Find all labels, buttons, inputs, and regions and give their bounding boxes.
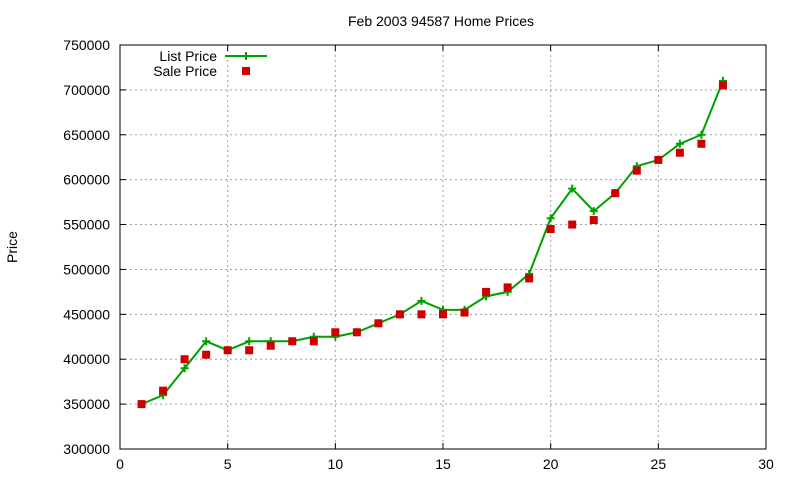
sale-price-point [718,81,727,90]
sale-price-point [309,337,318,346]
y-tick-label: 650000 [63,127,110,143]
x-tick-label: 20 [543,456,559,472]
sale-price-point [439,310,447,319]
x-tick-label: 0 [116,456,124,472]
list-price-point [568,184,577,193]
list-price-point [546,214,555,223]
sale-price-point [395,310,404,319]
sale-price-point [611,189,620,198]
sale-price-point [266,341,275,350]
sale-price-point [568,220,577,229]
legend: List Price Sale Price [153,48,267,79]
sale-price-point [159,386,168,395]
sale-price-point [525,274,534,283]
sale-price-point [288,337,297,346]
legend-label-sale-price: Sale Price [153,63,217,79]
sale-price-point [546,225,555,234]
series-layer [137,76,727,409]
sale-price-point [245,346,254,355]
sale-price-point [331,328,340,337]
sale-price-point [460,308,469,317]
axis-ticks: 0 5 10 15 20 25 30 300000 350000 400000 450000 5000… [63,37,774,472]
y-tick-label: 750000 [63,37,110,53]
sale-price-point [180,355,189,364]
list-price-point [180,364,189,373]
list-price-point [589,207,598,216]
sale-price-point [654,155,663,164]
x-tick-label: 15 [435,456,451,472]
y-tick-label: 500000 [63,261,110,277]
x-tick-label: 5 [224,456,232,472]
legend-marker-list-price [242,52,250,60]
list-price-point [697,130,706,139]
x-tick-label: 30 [758,456,774,472]
y-axis-label: Price [4,231,20,263]
y-tick-label: 350000 [63,396,110,412]
y-tick-label: 550000 [63,217,110,233]
y-tick-label: 400000 [63,351,110,367]
sale-price-point [632,166,641,175]
sale-price-point [589,216,598,225]
x-tick-label: 10 [328,456,344,472]
list-price-point [675,139,684,148]
series-line-list-price [141,80,724,406]
sale-price-point [503,283,512,292]
legend-label-list-price: List Price [159,48,217,64]
list-price-point [417,296,426,305]
x-tick-label: 25 [651,456,667,472]
legend-swatch-sale-price [242,67,250,75]
y-tick-label: 700000 [63,82,110,98]
sale-price-point [374,319,383,328]
sale-price-point [202,350,211,359]
sale-price-point [223,346,232,355]
sale-price-point [482,287,491,296]
grid-lines [120,45,766,449]
list-price-point [245,337,254,346]
sale-price-point [137,400,146,409]
y-tick-label: 450000 [63,306,110,322]
y-tick-label: 600000 [63,172,110,188]
sale-price-point [675,148,684,157]
chart-title: Feb 2003 94587 Home Prices [348,13,534,29]
sale-price-point [417,310,426,319]
list-price-point [202,337,211,346]
y-tick-label: 300000 [63,441,110,457]
sale-price-point [697,139,706,148]
sale-price-point [352,328,361,337]
